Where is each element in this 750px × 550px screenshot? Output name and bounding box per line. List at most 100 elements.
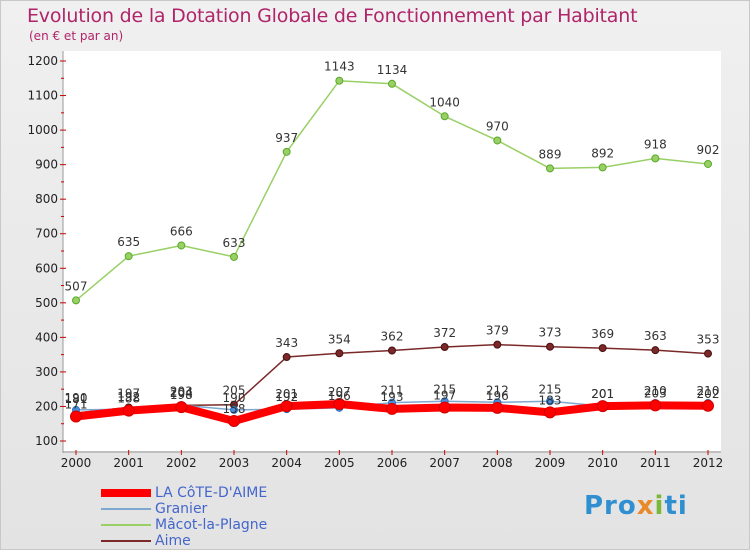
data-point	[598, 163, 607, 172]
data-label: 201	[591, 387, 614, 401]
legend-swatch	[101, 524, 151, 526]
data-label: 197	[117, 386, 140, 400]
y-tick-label: 1100	[27, 89, 58, 103]
legend-label: Granier	[155, 501, 208, 517]
data-point	[493, 340, 502, 349]
x-tick-label: 2007	[429, 456, 460, 470]
data-point	[124, 252, 133, 261]
data-label: 1143	[324, 60, 355, 74]
y-tick-label: 100	[35, 434, 58, 448]
data-point	[546, 164, 554, 173]
data-label: 196	[328, 389, 351, 403]
data-point	[122, 404, 135, 417]
x-tick-label: 2005	[324, 456, 355, 470]
data-point	[702, 399, 714, 412]
legend-item: Mâcot-la-Plagne	[101, 517, 267, 533]
legend-label: Mâcot-la-Plagne	[155, 517, 268, 533]
y-tick-label: 900	[35, 158, 58, 172]
data-point	[440, 112, 449, 121]
data-label: 198	[170, 388, 193, 402]
data-label: 354	[328, 332, 351, 346]
data-point	[72, 296, 80, 305]
x-tick-label: 2003	[219, 456, 250, 470]
data-label: 158	[223, 402, 246, 416]
data-label: 970	[486, 119, 509, 133]
data-point	[230, 252, 238, 261]
data-point	[546, 397, 554, 406]
data-label: 205	[223, 384, 246, 398]
x-tick-label: 2006	[377, 456, 408, 470]
data-point	[440, 343, 449, 352]
y-tick-label: 1200	[27, 54, 58, 68]
plot-area	[63, 51, 721, 451]
data-label: 635	[117, 235, 140, 249]
data-label: 892	[591, 146, 614, 160]
data-label: 201	[591, 387, 614, 401]
data-point	[704, 349, 712, 358]
legend-label: Aime	[155, 533, 191, 549]
y-tick-label: 400	[35, 330, 58, 344]
data-point	[280, 400, 293, 413]
data-label: 373	[539, 326, 562, 340]
data-point	[333, 398, 346, 411]
y-tick-label: 200	[35, 399, 58, 413]
data-label: 197	[433, 388, 456, 402]
y-tick-label: 700	[35, 227, 58, 241]
data-label: 666	[170, 224, 193, 238]
data-point	[175, 401, 188, 414]
data-point	[596, 400, 609, 413]
data-label: 190	[223, 391, 246, 405]
legend-swatch	[101, 489, 151, 497]
data-label: 353	[697, 333, 720, 347]
data-point	[651, 154, 660, 163]
x-tick-label: 2000	[61, 456, 92, 470]
x-tick-label: 2011	[640, 456, 671, 470]
legend-item: Granier	[101, 501, 267, 517]
data-point	[438, 401, 451, 414]
y-tick-label: 300	[35, 365, 58, 379]
data-point	[335, 76, 344, 85]
data-label: 201	[275, 387, 298, 401]
data-point	[651, 346, 660, 355]
data-label: 210	[697, 384, 720, 398]
x-tick-label: 2002	[166, 456, 197, 470]
y-tick-label: 1000	[27, 123, 58, 137]
data-point	[649, 399, 662, 412]
data-label: 211	[381, 384, 404, 398]
data-label: 343	[275, 336, 298, 350]
data-label: 363	[644, 329, 667, 343]
legend-label: LA CôTE-D'AIME	[155, 485, 268, 501]
data-label: 362	[381, 329, 404, 343]
data-label: 633	[223, 236, 246, 250]
data-point	[704, 159, 712, 168]
logo-part-4: ti	[664, 491, 688, 521]
data-label: 171	[65, 397, 88, 411]
data-label: 193	[381, 390, 404, 404]
chart-subtitle: (en € et par an)	[29, 29, 124, 43]
data-label: 207	[328, 385, 351, 399]
data-point	[388, 346, 396, 355]
x-tick-label: 2001	[113, 456, 144, 470]
data-label: 196	[486, 389, 509, 403]
legend-item: LA CôTE-D'AIME	[101, 485, 267, 501]
data-label: 190	[65, 391, 88, 405]
data-point	[282, 147, 291, 156]
data-label: 183	[539, 393, 562, 407]
chart-title: Evolution de la Dotation Globale de Fonc…	[27, 5, 638, 27]
data-point	[70, 410, 82, 423]
data-label: 507	[65, 279, 88, 293]
data-point	[282, 353, 291, 362]
x-tick-label: 2010	[587, 456, 618, 470]
data-point	[491, 401, 504, 414]
data-label: 203	[644, 386, 667, 400]
data-label: 937	[275, 131, 298, 145]
data-label: 203	[170, 384, 193, 398]
data-label: 192	[275, 390, 298, 404]
data-label: 188	[117, 392, 140, 406]
data-point	[177, 241, 186, 250]
data-label: 1134	[377, 63, 408, 77]
legend-item: Aime	[101, 533, 267, 549]
data-label: 210	[644, 384, 667, 398]
data-label: 202	[697, 387, 720, 401]
logo-part-2: x	[636, 491, 655, 521]
